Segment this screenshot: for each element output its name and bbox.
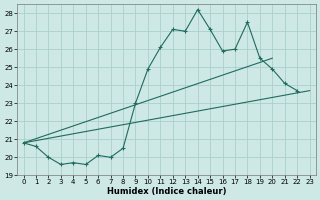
X-axis label: Humidex (Indice chaleur): Humidex (Indice chaleur)	[107, 187, 226, 196]
